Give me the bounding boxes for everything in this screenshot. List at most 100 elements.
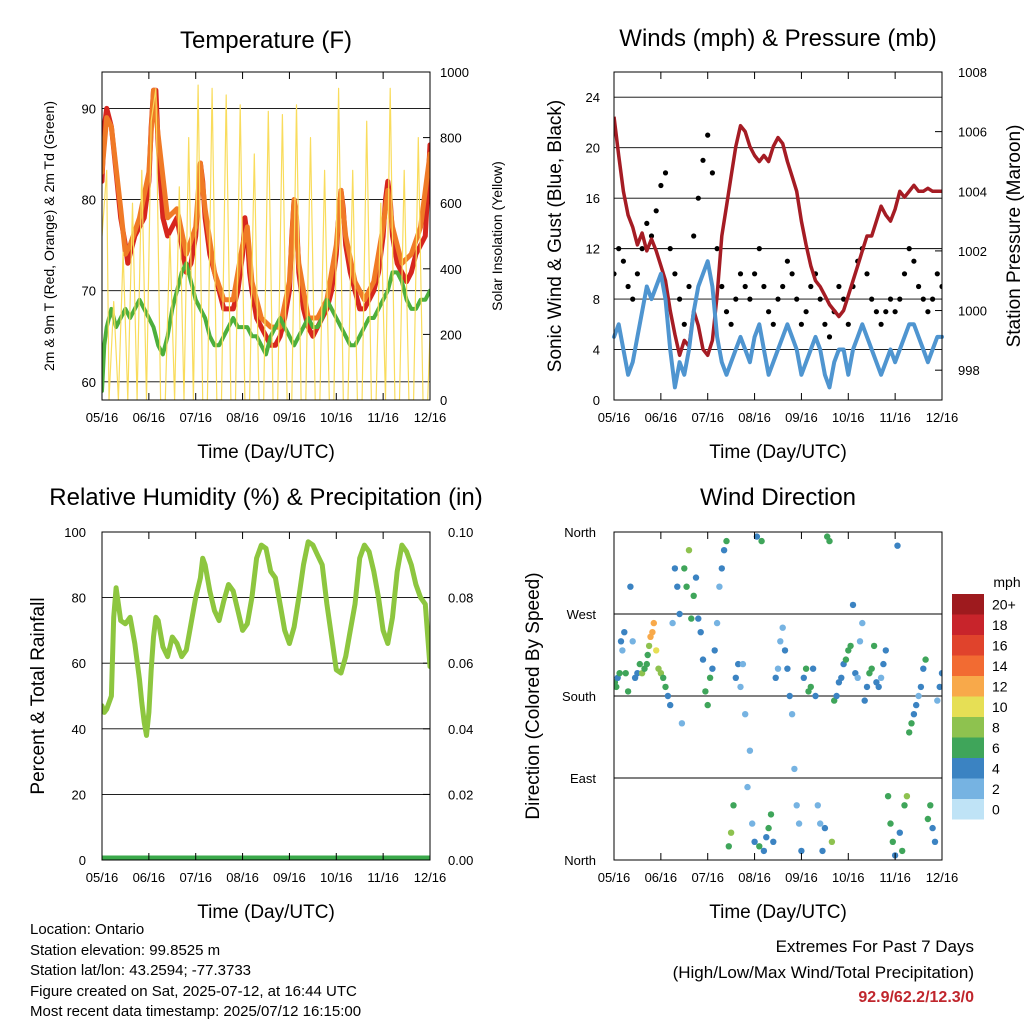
y2-tick-label: 0.04 [448,722,473,737]
plot-border [101,531,431,861]
y2-tick-label: 1008 [958,65,987,80]
direction-point [704,701,711,709]
x-tick-label: 05/16 [86,410,119,425]
x-tick-label: 09/16 [273,410,306,425]
direction-point [713,619,721,627]
station-info: Location: Ontario Station elevation: 99.… [30,920,361,1023]
direction-point [915,692,922,700]
gust-point [761,283,767,290]
legend-swatch [952,614,984,635]
gust-point [901,271,908,277]
legend-swatch [952,655,984,676]
y2-tick-label: 1006 [958,125,987,140]
legend-swatch [952,635,984,656]
gust-point [691,233,697,239]
gust-point [906,246,912,252]
direction-point [645,642,653,650]
x-tick-label: 06/16 [645,870,678,885]
direction-point [614,683,620,691]
direction-point [802,665,810,672]
x-tick-label: 10/16 [832,870,865,885]
gust-point [625,283,631,290]
direction-point [765,824,772,832]
gust-point [770,321,776,327]
direction-point [875,683,882,691]
direction-point [671,565,679,572]
direction-point [821,824,829,832]
gust-point [808,283,814,290]
gust-point [714,246,720,252]
direction-point [718,565,725,572]
gust-point [695,195,701,201]
gust-point [925,309,931,315]
gust-point [930,296,936,302]
direction-point [744,783,751,791]
direction-point [917,683,925,691]
x-tick-label: 11/16 [367,870,399,885]
series-2m-td [102,261,430,393]
direction-point [777,638,784,645]
temperature-title: Temperature (F) [180,27,352,54]
direction-point [711,647,718,654]
legend-label: 12 [992,678,1008,694]
direction-point [676,610,683,618]
gust-point [700,157,706,163]
direction-point [788,711,796,718]
temperature-series [102,84,430,400]
direction-point [931,838,939,845]
y2-tick-label: 200 [440,327,462,342]
direction-point [807,683,814,691]
direction-point [636,660,643,668]
gust-point [705,132,711,138]
direction-point [725,843,732,850]
direction-point [922,656,929,663]
y-tick-label: 4 [593,343,600,358]
gust-point [620,258,627,264]
y-tick-label: 60 [72,656,86,671]
y-tick-label: South [562,689,596,704]
x-tick-label: 12/16 [926,870,959,885]
direction-point [863,683,871,691]
gust-point [939,283,942,290]
direction-point [617,638,625,645]
legend-swatch [952,737,984,758]
gust-point [658,182,664,189]
direction-point [809,665,817,672]
direction-point [854,674,861,681]
direction-point [889,838,896,845]
gust-point [798,321,805,327]
gust-point [709,170,716,176]
direction-point [924,815,932,823]
direction-point [880,660,887,668]
extremes-title: Extremes For Past 7 Days [775,937,974,956]
x-tick-label: 05/16 [598,410,631,425]
gust-point [920,296,926,302]
gust-point [803,309,809,315]
humidity-xlabel: Time (Day/UTC) [197,902,335,923]
gust-point [878,321,884,327]
direction-point [688,615,695,622]
direction-points [614,533,942,859]
direction-point [681,565,688,572]
winds-ylabel-right: Station Pressure (Maroon) [1004,125,1024,348]
direction-point [906,729,913,736]
direction-point [644,651,651,659]
y-tick-label: 60 [82,375,96,390]
latlon-text: Station lat/lon: 43.2594; -77.3733 [30,962,252,979]
y-tick-label: 40 [72,722,86,737]
direction-point [667,701,674,709]
direction-point [716,583,723,590]
gust-point [728,321,734,327]
direction-point [847,642,854,650]
y-tick-label: 20 [72,787,86,802]
direction-point [730,802,737,809]
direction-point [798,847,805,855]
direction-point [849,601,857,609]
direction-point [819,847,826,855]
y2-tick-label: 1000 [440,65,469,80]
elevation-text: Station elevation: 99.8525 m [30,941,221,959]
gust-point [653,208,659,214]
legend-label: 10 [992,699,1008,715]
y-tick-label: 16 [586,191,600,206]
gust-point [826,334,833,340]
